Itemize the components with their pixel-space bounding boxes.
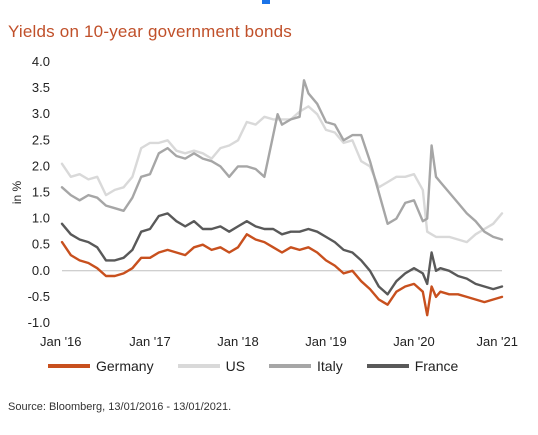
y-axis-label: in % <box>10 180 24 204</box>
top-accent-mark <box>262 0 270 4</box>
source-note: Source: Bloomberg, 13/01/2016 - 13/01/20… <box>8 401 232 413</box>
y-tick-label: 3.5 <box>32 80 50 95</box>
x-tick-label: Jan '18 <box>217 334 259 349</box>
series-line-france <box>60 212 504 296</box>
x-tick-label: Jan '19 <box>305 334 347 349</box>
x-tick-label: Jan '21 <box>476 334 518 349</box>
y-tick-label: 4.0 <box>32 54 50 69</box>
y-tick-label: 0.5 <box>32 237 50 252</box>
x-tick-label: Jan '17 <box>129 334 171 349</box>
legend-swatch <box>269 364 312 368</box>
y-tick-label: 2.0 <box>32 158 50 173</box>
legend-label: France <box>414 358 459 374</box>
legend-label: Germany <box>96 358 154 374</box>
y-tick-label: 3.0 <box>32 106 50 121</box>
y-tick-label: 1.0 <box>32 211 50 226</box>
chart-plot: -1.0 -0.5 0.0 0.5 1.0 1.5 2.0 2.5 3.0 3.5 4.0 Jan … <box>10 54 518 349</box>
legend: Germany US Italy France <box>48 358 482 374</box>
series-line-italy <box>60 79 504 241</box>
legend-swatch <box>48 364 90 368</box>
legend-item-germany: Germany <box>48 358 154 374</box>
legend-swatch <box>177 364 220 368</box>
y-tick-label: -1.0 <box>28 315 50 330</box>
x-tick-label: Jan '20 <box>393 334 435 349</box>
legend-label: US <box>225 358 246 374</box>
legend-swatch <box>366 364 409 368</box>
x-tick-label: Jan '16 <box>40 334 82 349</box>
y-tick-label: -0.5 <box>28 289 50 304</box>
y-tick-label: 2.5 <box>32 132 50 147</box>
y-tick-label: 0.0 <box>32 263 50 278</box>
legend-label: Italy <box>317 358 343 374</box>
series-line-germany <box>60 233 504 317</box>
legend-item-france: France <box>366 358 459 374</box>
chart-title: Yields on 10-year government bonds <box>8 22 293 41</box>
legend-item-italy: Italy <box>269 358 343 374</box>
legend-item-us: US <box>177 358 246 374</box>
y-tick-label: 1.5 <box>32 185 50 200</box>
